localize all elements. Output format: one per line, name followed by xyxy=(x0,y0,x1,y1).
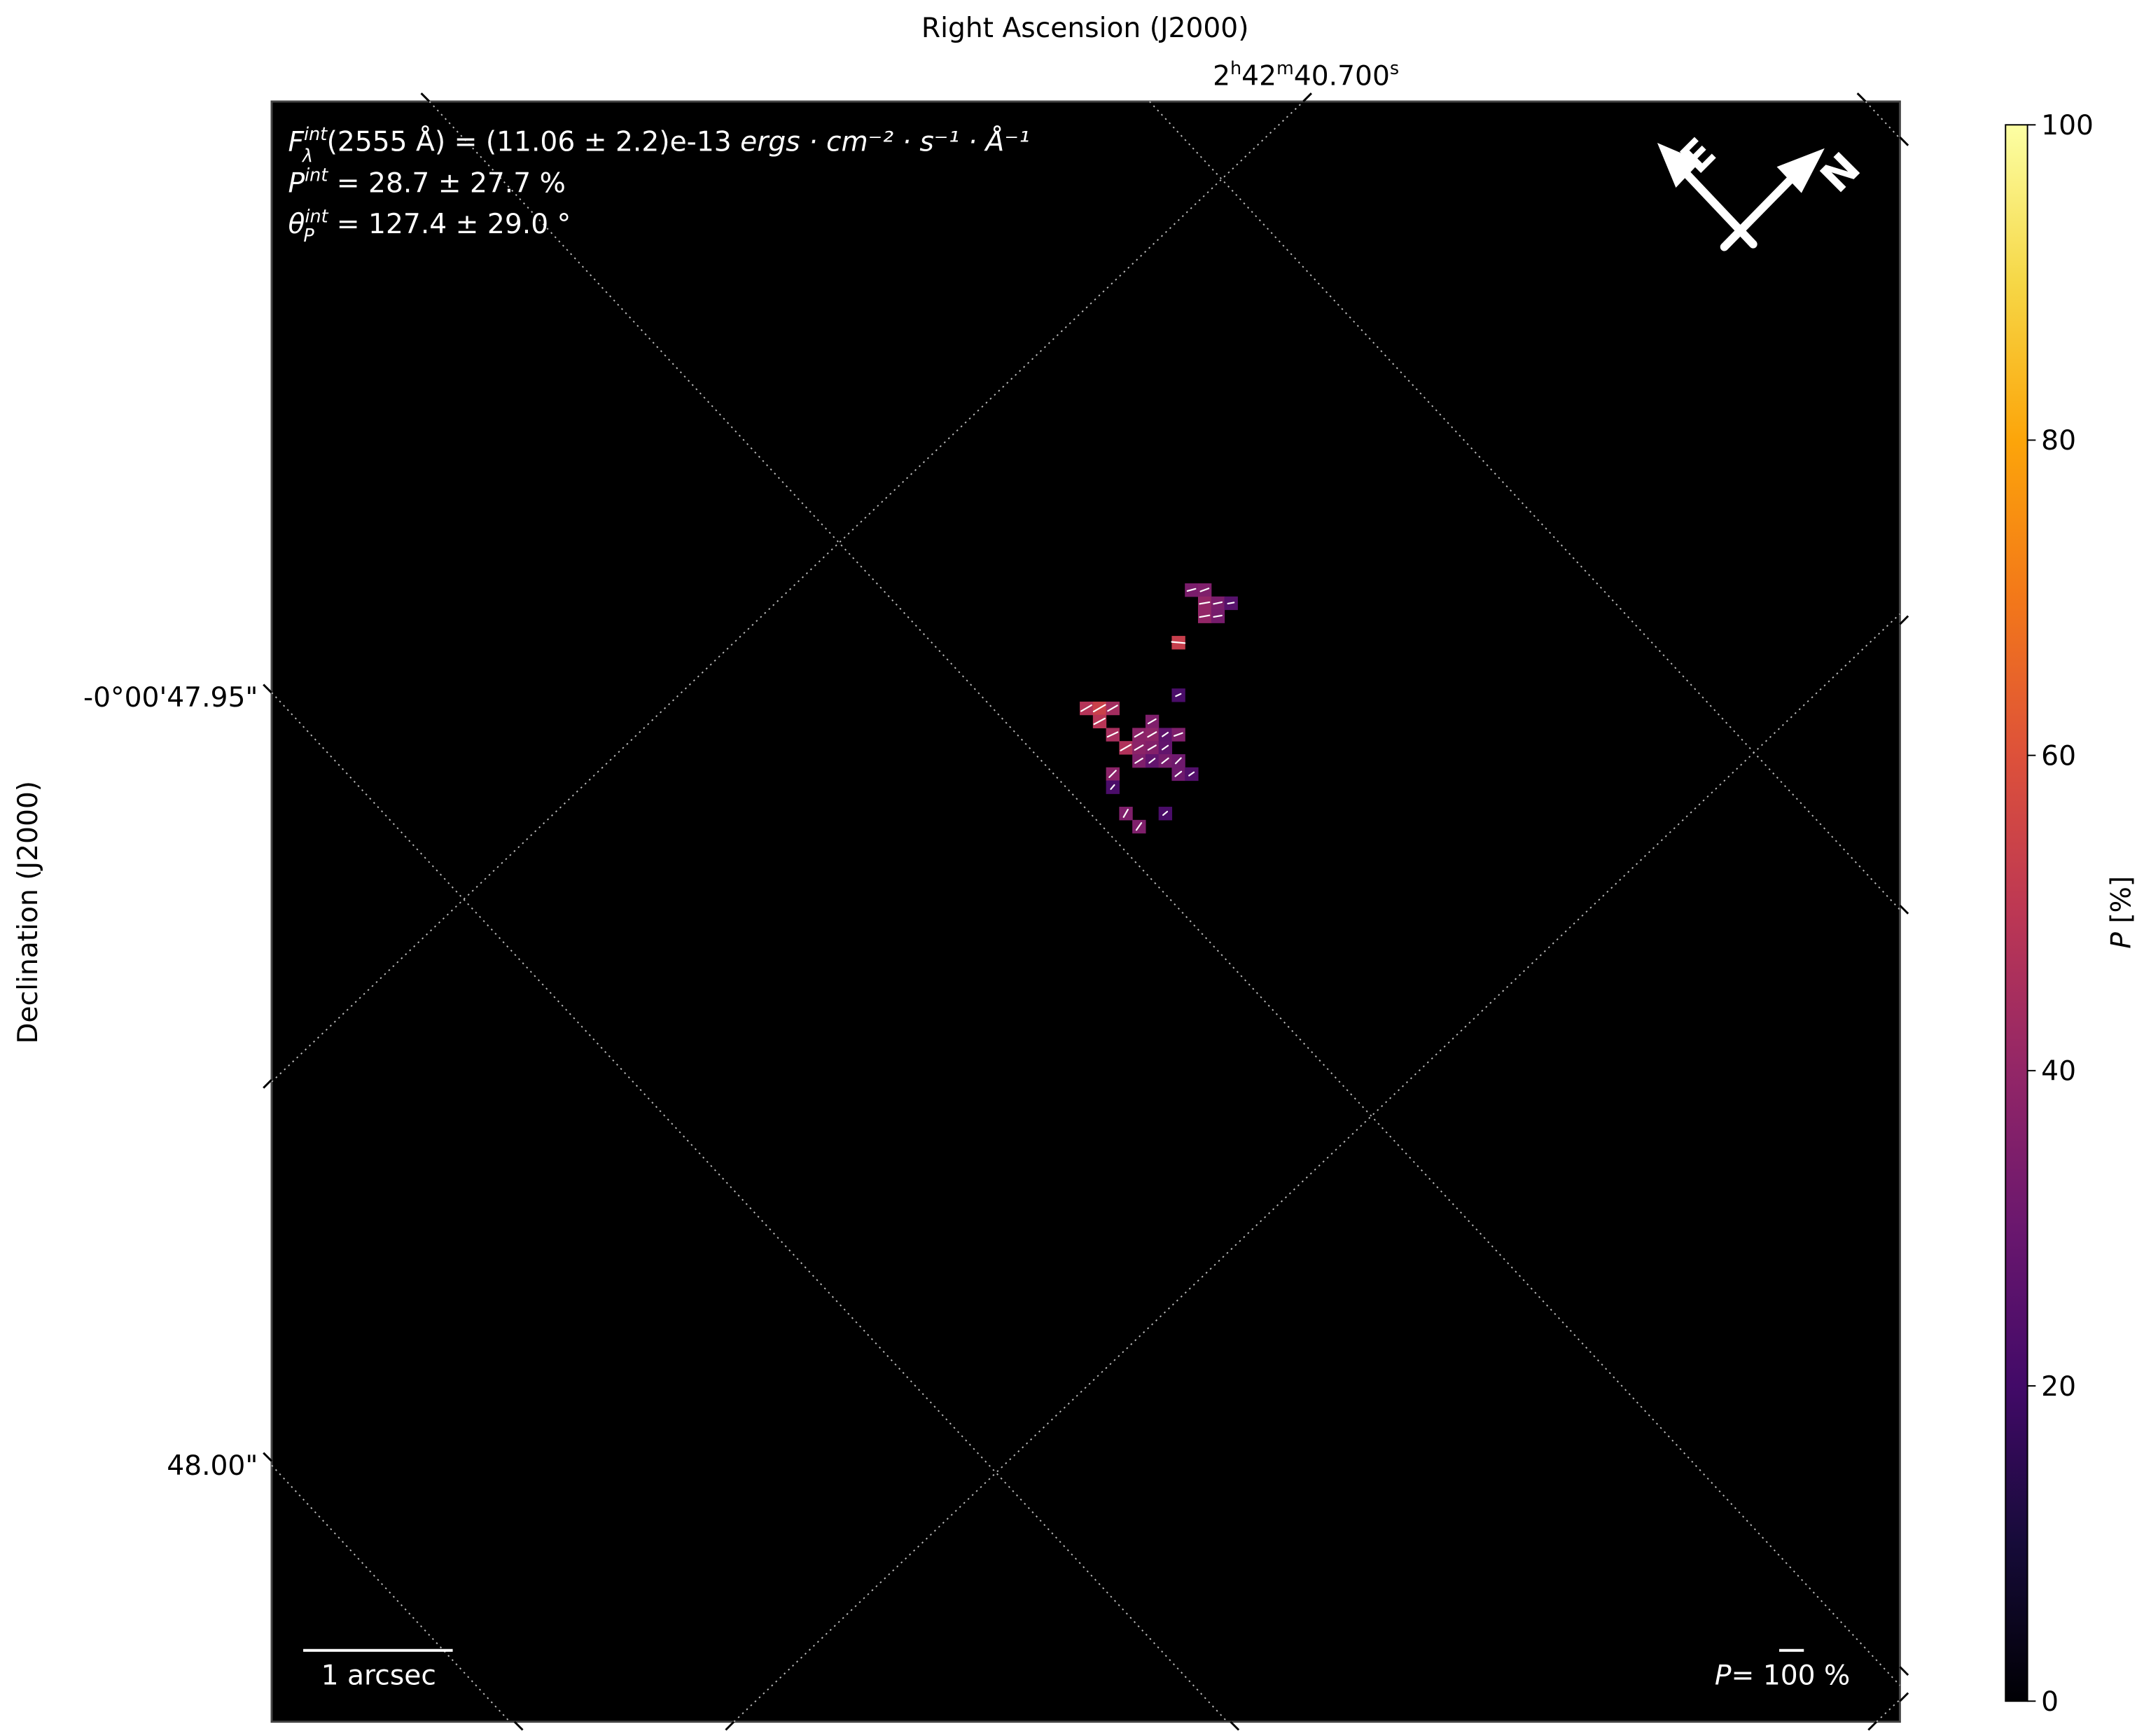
axis-tick xyxy=(1899,1692,1909,1702)
polarization-vector xyxy=(1213,601,1223,605)
plot-area xyxy=(270,100,1901,1723)
integrated-polarization-annotation: Pint = 28.7 ± 27.7 % xyxy=(288,165,565,200)
colorbar-tick-label: 20 xyxy=(2041,1371,2076,1403)
polarization-vector xyxy=(1108,770,1117,778)
east-arrowhead-icon xyxy=(1657,142,1701,188)
polarization-vector xyxy=(1148,758,1156,764)
polarization-vector xyxy=(1162,732,1169,737)
axis-tick xyxy=(725,1721,735,1731)
scale-bar-label: 1 arcsec xyxy=(321,1660,436,1692)
x-tick-label: 2h42m40.700s xyxy=(1213,58,1399,92)
polarization-vector xyxy=(1147,731,1157,738)
y-tick-label: 48.00" xyxy=(167,1450,258,1482)
y-tick-label: -0°00'47.95" xyxy=(83,682,258,714)
east-arrow-icon xyxy=(1676,163,1757,249)
grid-line-ra xyxy=(271,692,1228,1723)
coordinate-grid xyxy=(271,101,1901,1723)
polarization-vector xyxy=(1199,601,1211,605)
colorbar-tick-label: 0 xyxy=(2041,1686,2059,1718)
polarization-vector xyxy=(1134,758,1143,764)
y-axis-label: Declination (J2000) xyxy=(13,781,44,1044)
polarization-vector xyxy=(1080,704,1092,712)
colorbar xyxy=(2005,124,2028,1702)
polarization-vector xyxy=(1147,718,1157,725)
north-arrow-icon xyxy=(1720,168,1802,251)
integrated-angle-annotation: θint P = 127.4 ± 29.0 ° xyxy=(288,206,571,246)
polarization-vector xyxy=(1188,771,1195,777)
polarization-vector xyxy=(1134,744,1144,751)
axis-tick xyxy=(263,1078,273,1089)
x-axis-label: Right Ascension (J2000) xyxy=(921,13,1249,44)
polarization-vector xyxy=(1173,732,1183,737)
axis-tick xyxy=(513,1721,524,1731)
polarization-vector xyxy=(1227,602,1235,604)
grid-line-ra xyxy=(271,1464,510,1723)
polarization-vector xyxy=(1213,614,1223,618)
polarization-vector xyxy=(1174,770,1183,777)
axis-tick xyxy=(1899,615,1909,625)
axis-tick xyxy=(1856,92,1867,103)
colorbar-ticks: 0 20 40 60 80 100 xyxy=(2027,110,2094,1718)
axis-tick xyxy=(263,1452,273,1462)
polarization-pixels xyxy=(1080,583,1238,834)
polarization-vector xyxy=(1093,717,1106,725)
polarization-vector xyxy=(1186,588,1197,592)
axis-ticks xyxy=(263,92,1909,1731)
axis-tick xyxy=(1867,1721,1878,1731)
colorbar-tick-label: 60 xyxy=(2041,740,2076,772)
vector-legend-label: P= 100 % xyxy=(1715,1660,1850,1692)
colorbar-label: P [%] xyxy=(2106,876,2138,949)
polarization-vector xyxy=(1092,704,1106,713)
colorbar-tick-label: 80 xyxy=(2041,425,2076,457)
colorbar-tick-label: 100 xyxy=(2041,110,2094,141)
axis-tick xyxy=(1899,1666,1909,1676)
colorbar-tick-label: 40 xyxy=(2041,1056,2076,1088)
polarization-vector xyxy=(1110,784,1115,790)
polarization-vector xyxy=(1106,731,1119,738)
polarization-vector xyxy=(1199,588,1210,592)
polarization-vector xyxy=(1171,641,1186,644)
polarization-vector xyxy=(1162,810,1169,817)
polarization-vector xyxy=(1161,744,1169,751)
axis-tick xyxy=(1899,904,1909,915)
grid-line-dec xyxy=(271,101,1304,1083)
integrated-flux-annotation: Fint λ (2555 Å) = (11.06 ± 2.2)e-13 ergs ·… xyxy=(288,124,1029,167)
axis-tick xyxy=(263,683,273,694)
polarization-vector xyxy=(1175,693,1182,697)
axis-tick xyxy=(1230,1721,1240,1731)
polarization-vector xyxy=(1174,757,1182,765)
north-arrowhead-icon xyxy=(1776,148,1825,193)
polarization-vector xyxy=(1122,809,1129,818)
axis-tick xyxy=(1302,92,1312,103)
polarization-vector xyxy=(1161,757,1169,765)
polarization-vector xyxy=(1147,744,1157,751)
axis-tick xyxy=(420,92,431,103)
polarization-vector xyxy=(1107,704,1118,712)
axis-tick xyxy=(1899,136,1909,146)
polarization-vector xyxy=(1135,822,1143,831)
polarization-vector xyxy=(1120,744,1132,751)
polarization-vector xyxy=(1134,731,1144,738)
polarization-vector xyxy=(1199,614,1211,618)
